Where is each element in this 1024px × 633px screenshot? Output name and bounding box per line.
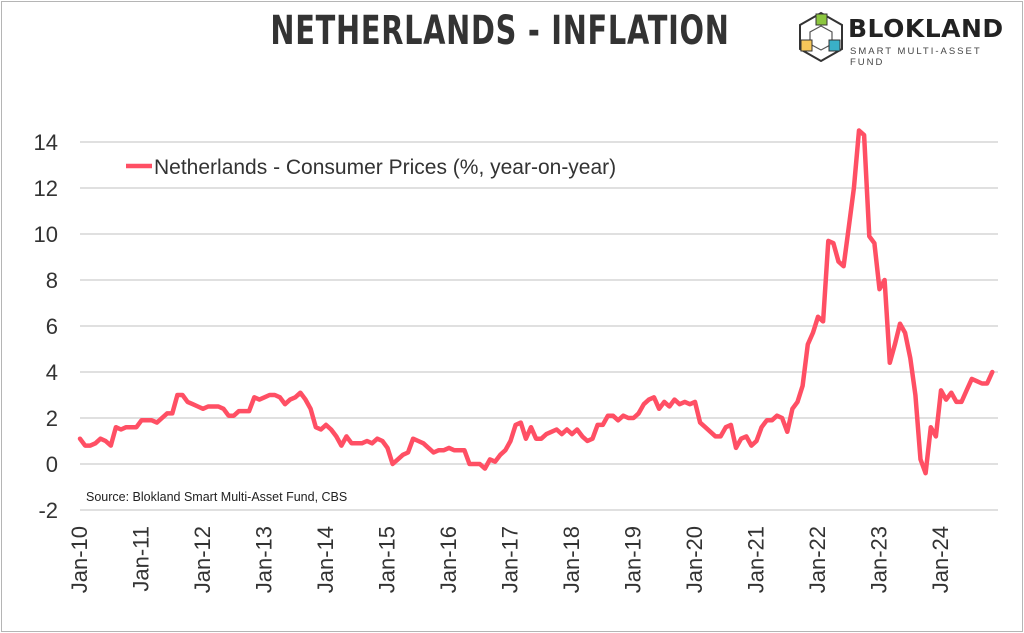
y-tick-label: 14 (34, 130, 58, 155)
series-line-netherlands-cpi (77, 128, 995, 476)
x-tick-label: Jan-12 (190, 526, 215, 593)
x-tick-label: Jan-21 (744, 526, 769, 593)
y-tick-label: 2 (46, 406, 58, 431)
x-tick-label: Jan-19 (621, 526, 646, 593)
y-tick-label: 10 (34, 222, 58, 247)
logo-tagline: SMART MULTI-ASSET FUND (850, 46, 982, 68)
y-tick-label: 4 (46, 360, 58, 385)
y-tick-label: 0 (46, 452, 58, 477)
legend-label: Netherlands - Consumer Prices (%, year-o… (154, 156, 616, 179)
page-title: NETHERLANDS - INFLATION (270, 8, 730, 54)
x-tick-label: Jan-10 (67, 526, 92, 593)
blokland-logo: BLOKLAND SMART MULTI-ASSET FUND (796, 10, 1016, 68)
x-tick-label: Jan-24 (928, 526, 953, 593)
cube-logo-icon (799, 11, 843, 62)
x-tick-label: Jan-14 (313, 526, 338, 593)
x-tick-label: Jan-23 (867, 526, 892, 593)
x-tick-label: Jan-15 (375, 526, 400, 593)
x-tick-label: Jan-16 (436, 526, 461, 593)
x-tick-label: Jan-11 (129, 526, 154, 592)
source-note: Source: Blokland Smart Multi-Asset Fund,… (86, 490, 347, 504)
y-tick-label: 6 (46, 314, 58, 339)
logo-name: BLOKLAND (848, 14, 1004, 43)
x-tick-label: Jan-20 (682, 526, 707, 593)
y-tick-label: 12 (34, 176, 58, 201)
y-tick-label: 8 (46, 268, 58, 293)
x-tick-label: Jan-18 (559, 526, 584, 593)
x-tick-label: Jan-13 (252, 526, 277, 593)
x-tick-label: Jan-22 (805, 526, 830, 593)
x-tick-label: Jan-17 (498, 526, 523, 593)
y-tick-label: -2 (38, 498, 58, 523)
